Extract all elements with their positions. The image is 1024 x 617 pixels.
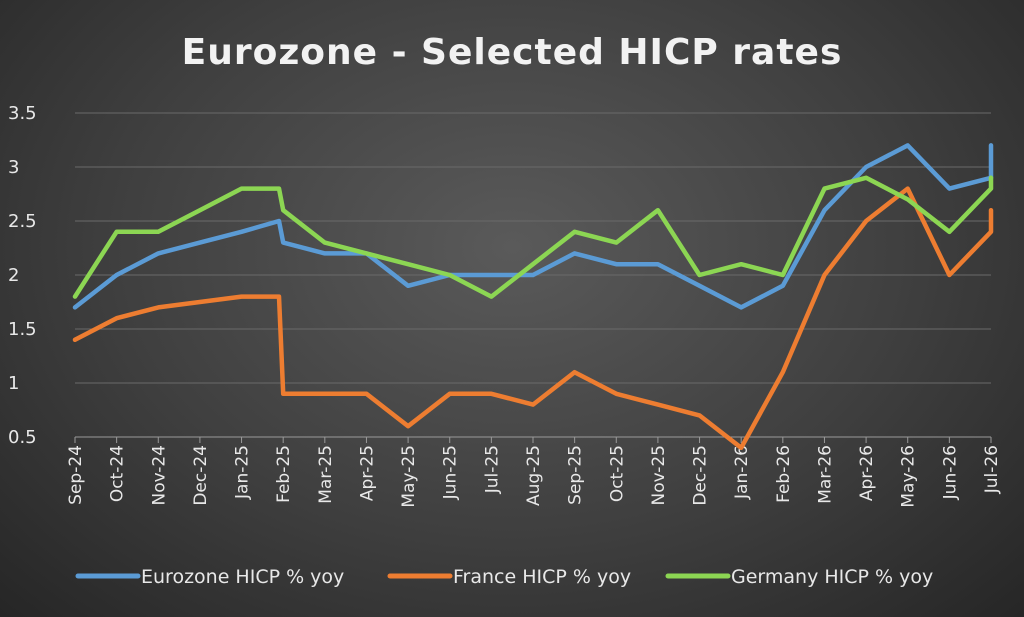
x-tick-label: Dec-24 — [191, 445, 211, 506]
x-tick-label: Oct-24 — [108, 445, 128, 502]
x-tick-label: May-25 — [399, 445, 419, 508]
series-line — [72, 143, 994, 310]
series-line — [72, 186, 994, 451]
legend-label: Eurozone HICP % yoy — [141, 566, 344, 588]
legend-label: France HICP % yoy — [453, 566, 631, 588]
x-tick-label: Apr-26 — [857, 445, 877, 501]
y-tick-label: 3 — [8, 157, 19, 178]
x-tick-label: Jun-25 — [441, 445, 461, 500]
y-tick-label: 2 — [8, 265, 19, 286]
x-tick-label: Nov-25 — [649, 445, 669, 506]
x-tick-label: Mar-25 — [316, 445, 336, 504]
gridlines — [75, 112, 991, 438]
x-tick-label: Jan-26 — [732, 445, 752, 500]
x-tick-label: Mar-26 — [815, 445, 835, 504]
y-axis: 0.5 1 1.5 2 2.5 3 3.5 — [8, 103, 37, 448]
legend: Eurozone HICP % yoy France HICP % yoy Germ… — [75, 566, 933, 588]
x-tick-label: Jul-25 — [482, 445, 502, 494]
legend-label: Germany HICP % yoy — [731, 566, 933, 588]
x-tick-label: Feb-26 — [774, 445, 794, 503]
chart-title: Eurozone - Selected HICP rates — [182, 32, 843, 73]
x-tick-label: Sep-25 — [566, 445, 586, 505]
y-tick-label: 3.5 — [8, 103, 37, 124]
x-tick-label: Oct-25 — [607, 445, 627, 502]
x-tick-label: Sep-24 — [66, 445, 86, 505]
x-tick-label: Jul-26 — [982, 445, 1002, 494]
series-line — [72, 175, 994, 299]
y-tick-label: 1 — [8, 373, 19, 394]
x-tick-label: Feb-25 — [274, 445, 294, 503]
x-tick-label: Jan-25 — [233, 445, 253, 500]
x-tick-label: Aug-25 — [524, 445, 544, 506]
x-tick-label: Apr-25 — [357, 445, 377, 501]
y-tick-label: 1.5 — [8, 319, 37, 340]
y-tick-label: 0.5 — [8, 427, 37, 448]
x-tick-label: May-26 — [899, 445, 919, 508]
x-axis: Sep-24 Oct-24 Nov-24 Dec-24 Jan-25 Feb-25 Mar-… — [66, 437, 1002, 508]
x-tick-label: Dec-25 — [691, 445, 711, 506]
x-tick-label: Jun-26 — [940, 445, 960, 500]
y-tick-label: 2.5 — [8, 211, 37, 232]
x-tick-label: Nov-24 — [149, 445, 169, 506]
series-lines — [72, 143, 994, 451]
